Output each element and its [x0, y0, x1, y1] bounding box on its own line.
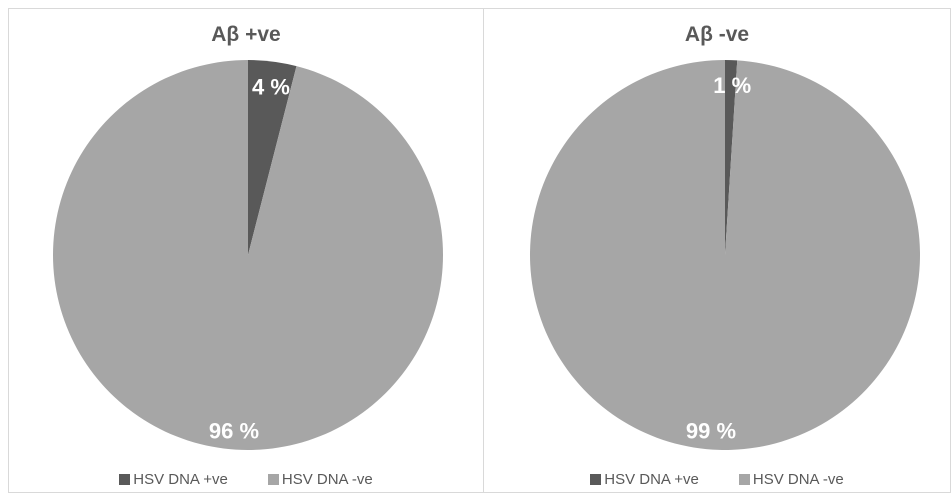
pie-slice-hsv-negative: [53, 60, 444, 450]
legend: HSV DNA +ve HSV DNA -ve: [484, 471, 950, 488]
legend-item-hsv-positive: HSV DNA +ve: [119, 471, 228, 488]
chart-title: Aβ -ve: [684, 23, 750, 46]
chart-title: Aβ +ve: [211, 23, 281, 46]
pie-chart-abeta-positive: 4 % 96 %: [53, 60, 444, 450]
data-label-hsv-positive: 4 %: [252, 74, 290, 99]
legend-swatch: [590, 474, 602, 485]
chart-panel-abeta-negative: Aβ -ve 1 % 99 % HSV DNA +ve HSV DNA -ve: [484, 8, 951, 493]
data-label-hsv-positive: 1 %: [713, 73, 751, 98]
legend-item-hsv-negative: HSV DNA -ve: [738, 471, 844, 488]
data-label-hsv-negative: 96 %: [209, 418, 259, 443]
legend-item-hsv-negative: HSV DNA -ve: [267, 471, 373, 488]
legend-label: HSV DNA -ve: [281, 471, 373, 488]
pie-chart-abeta-negative: 1 % 99 %: [530, 60, 920, 451]
legend-swatch: [119, 474, 131, 485]
legend-swatch: [738, 474, 750, 485]
pie-slice-hsv-positive: [248, 60, 297, 255]
legend: HSV DNA +ve HSV DNA -ve: [9, 471, 483, 488]
chart-panel-abeta-positive: Aβ +ve 4 % 96 % HSV DNA +ve HSV DNA -ve: [8, 8, 484, 493]
legend-label: HSV DNA +ve: [133, 471, 228, 488]
data-label-hsv-negative: 99 %: [686, 418, 736, 443]
legend-swatch: [267, 474, 279, 485]
legend-label: HSV DNA -ve: [752, 471, 844, 488]
legend-label: HSV DNA +ve: [604, 471, 699, 488]
legend-item-hsv-positive: HSV DNA +ve: [590, 471, 699, 488]
pie-slice-hsv-positive: [725, 60, 738, 255]
pie-slice-hsv-negative: [530, 60, 920, 451]
